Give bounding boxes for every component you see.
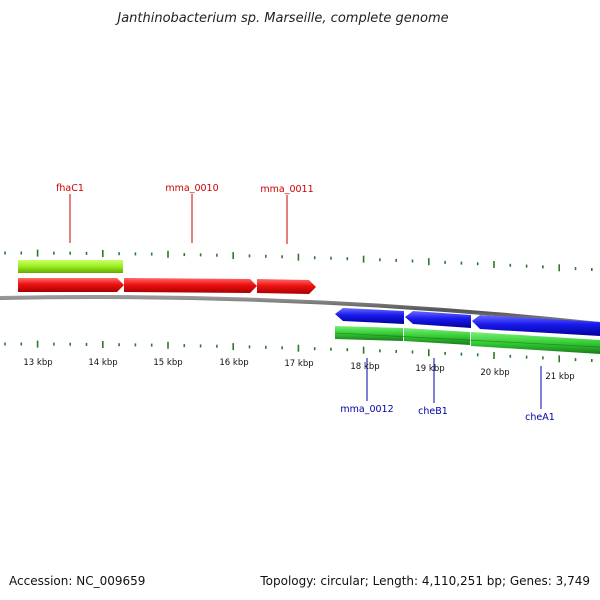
tick-label-18kbp: 18 kbp: [350, 362, 379, 372]
tick-label-13kbp: 13 kbp: [23, 358, 52, 368]
tick-label-14kbp: 14 kbp: [88, 358, 117, 368]
gene-label-mma-0011: mma_0011: [260, 184, 313, 195]
gene-cheA1-bar: [471, 332, 600, 354]
tick-label-19kbp: 19 kbp: [415, 364, 444, 374]
genome-backbone: [0, 295, 600, 326]
tick-label-15kbp: 15 kbp: [153, 358, 182, 368]
gene-cheB1-bar: [404, 328, 470, 345]
genome-summary-text: Topology: circular; Length: 4,110,251 bp…: [259, 574, 590, 588]
gene-label-fhaC1: fhaC1: [56, 183, 84, 194]
tick-label-16kbp: 16 kbp: [219, 358, 248, 368]
accession-text: Accession: NC_009659: [9, 574, 145, 588]
tick-label-21kbp: 21 kbp: [545, 372, 574, 382]
cds-mma-0010-arrow: [124, 278, 257, 293]
gene-label-cheA1: cheA1: [525, 412, 555, 423]
gene-label-cheB1: cheB1: [418, 406, 448, 417]
upper-tick-row: [4, 249, 593, 272]
tick-label-17kbp: 17 kbp: [284, 359, 313, 369]
gene-bar-shading-line: [334, 332, 600, 348]
cds-mma-0011-arrow: [257, 279, 316, 294]
gene-fhaC1-bar: [18, 260, 123, 273]
cds-fhaC1-arrow: [18, 278, 124, 292]
cds-cheA1-arrow: [472, 315, 600, 336]
gene-mma-0012-bar: [335, 326, 403, 341]
gene-label-mma-0012: mma_0012: [340, 404, 393, 415]
cds-mma-0012-arrow: [335, 308, 404, 324]
lower-tick-row: [4, 340, 593, 363]
gene-label-mma-0010: mma_0010: [165, 183, 218, 194]
tick-label-20kbp: 20 kbp: [480, 368, 509, 378]
map-title: Janthinobacterium sp. Marseille, complet…: [114, 11, 448, 26]
cds-cheB1-arrow: [405, 311, 471, 328]
